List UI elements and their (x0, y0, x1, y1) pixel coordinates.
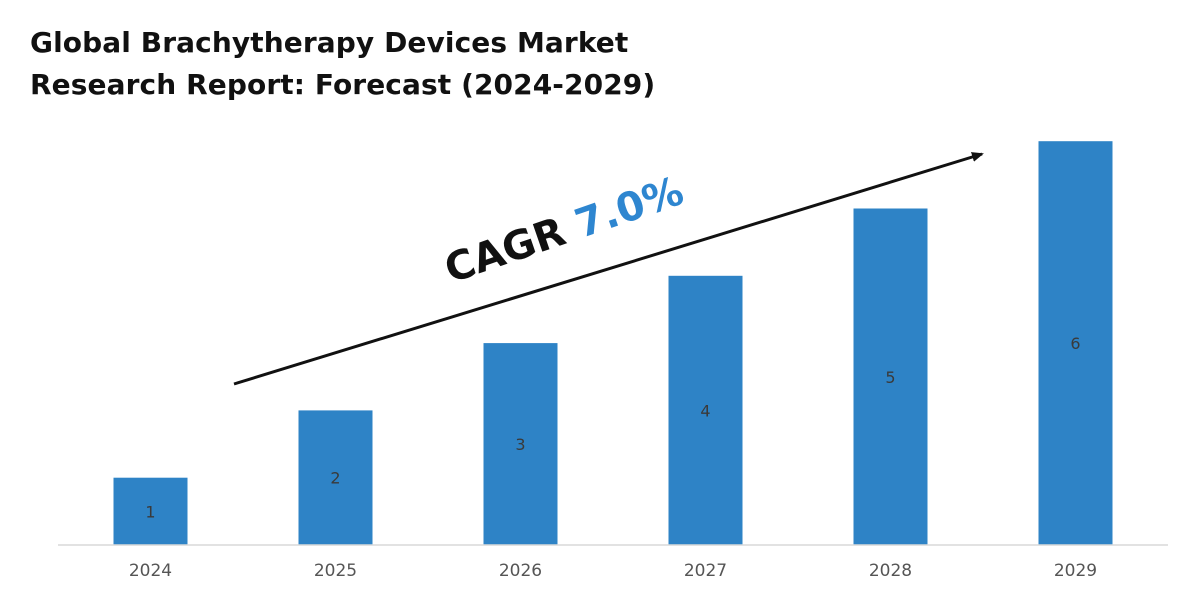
x-tick-2029: 2029 (1054, 561, 1097, 581)
chart-title-line-2: Research Report: Forecast (2024-2029) (30, 68, 656, 101)
x-tick-2026: 2026 (499, 561, 542, 581)
bar-2029 (1038, 141, 1113, 545)
data-label-2029: 6 (1070, 334, 1080, 353)
bar-2027 (668, 275, 743, 545)
bar-2024 (113, 477, 188, 545)
x-tick-2027: 2027 (684, 561, 727, 581)
chart-title: Global Brachytherapy Devices Market Rese… (30, 22, 655, 106)
data-label-2026: 3 (515, 435, 525, 454)
x-tick-2025: 2025 (314, 561, 357, 581)
data-label-2025: 2 (330, 469, 340, 488)
chart-title-line-1: Global Brachytherapy Devices Market (30, 26, 629, 59)
x-tick-2024: 2024 (129, 561, 172, 581)
x-axis-ticks: 2024 2025 2026 2027 2028 2029 (129, 561, 1097, 581)
growth-arrow (233, 152, 984, 386)
data-label-2024: 1 (145, 502, 155, 521)
data-label-2028: 5 (885, 368, 895, 387)
bars-group: 1 2 3 4 5 6 (113, 141, 1113, 545)
bar-2025 (298, 410, 373, 545)
data-label-2027: 4 (700, 401, 710, 420)
bar-2026 (483, 343, 558, 545)
x-tick-2028: 2028 (869, 561, 912, 581)
bar-2028 (853, 208, 928, 545)
